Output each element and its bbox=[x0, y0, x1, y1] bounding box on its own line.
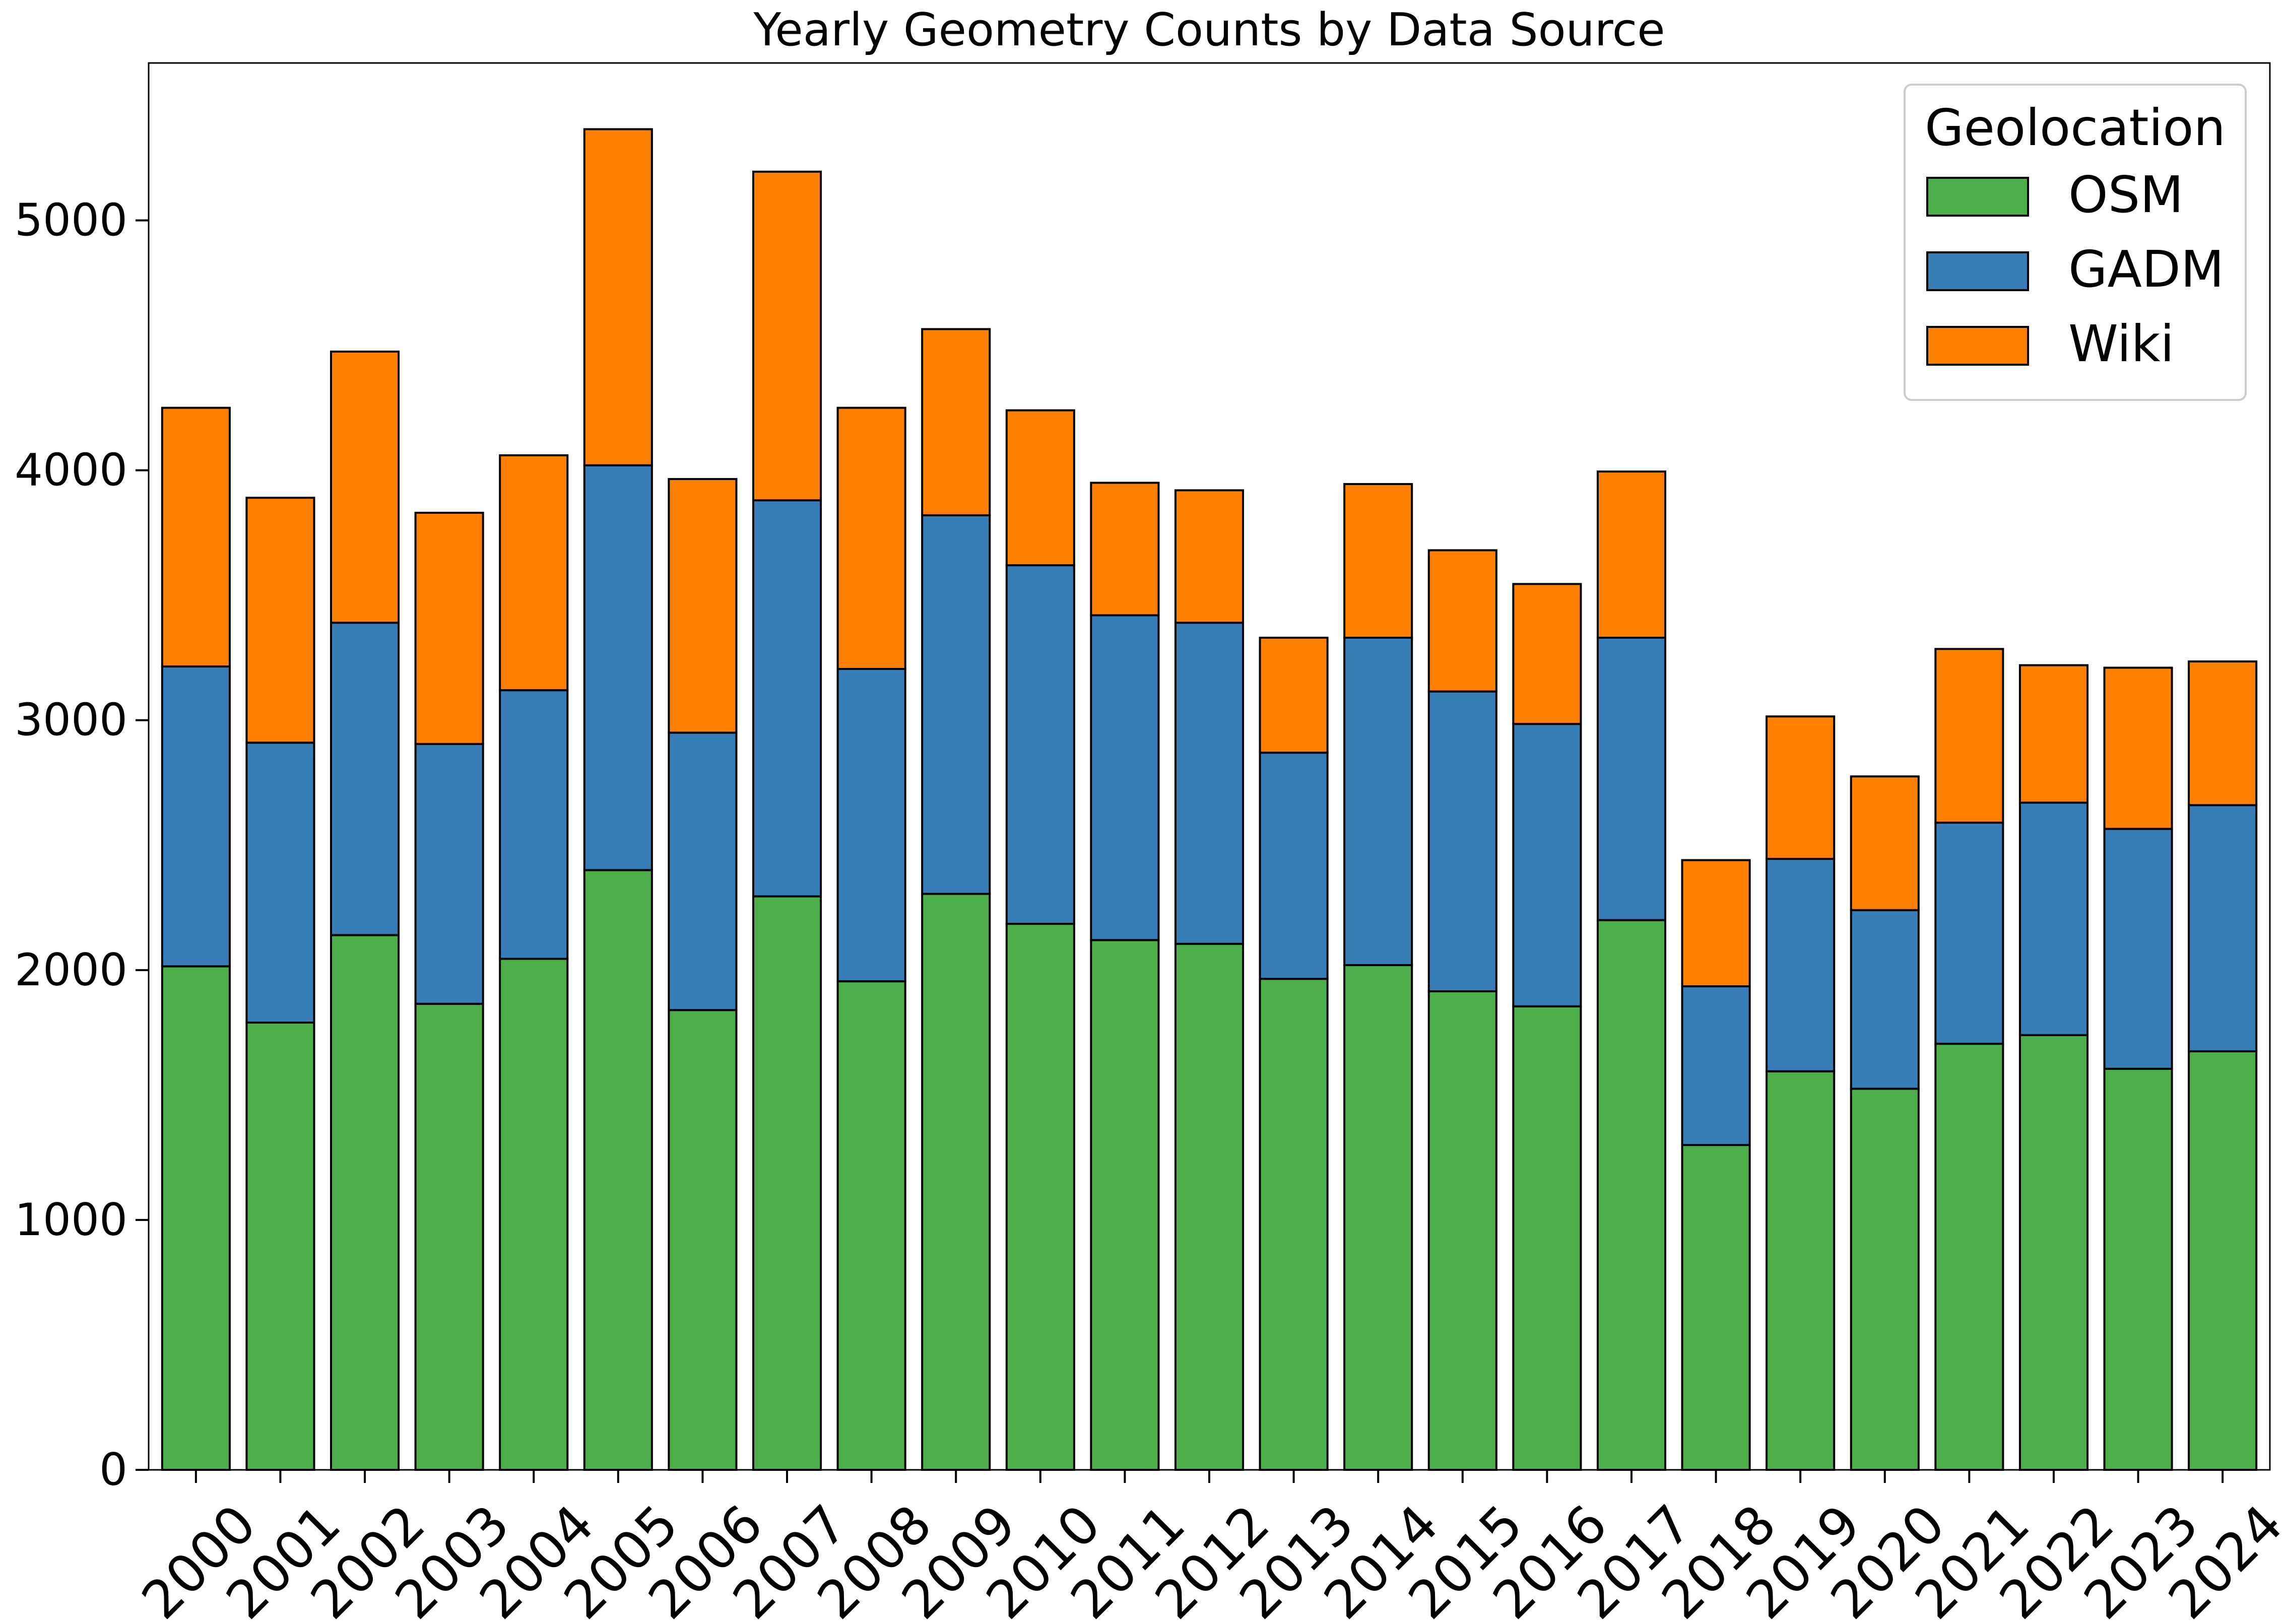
bar-osm-2004 bbox=[499, 958, 569, 1471]
y-tick-label: 0 bbox=[99, 1444, 127, 1496]
bar-osm-2021 bbox=[1934, 1043, 2004, 1471]
bar-gadm-2022 bbox=[2018, 801, 2088, 1036]
plot-frame bbox=[148, 62, 2271, 1471]
bar-wiki-2001 bbox=[245, 497, 315, 744]
bar-wiki-2017 bbox=[1596, 470, 1667, 639]
bar-wiki-2011 bbox=[1090, 482, 1160, 617]
bar-osm-2008 bbox=[836, 980, 906, 1471]
bar-gadm-2011 bbox=[1090, 614, 1160, 941]
bar-osm-2024 bbox=[2188, 1050, 2258, 1471]
bar-osm-2023 bbox=[2103, 1067, 2173, 1471]
bar-osm-2005 bbox=[583, 869, 653, 1471]
bar-osm-2015 bbox=[1427, 990, 1497, 1471]
legend-swatch-wiki bbox=[1926, 326, 2029, 366]
bar-gadm-2024 bbox=[2188, 804, 2258, 1053]
bar-gadm-2012 bbox=[1174, 622, 1245, 945]
bar-gadm-2017 bbox=[1596, 637, 1667, 921]
bar-gadm-2005 bbox=[583, 464, 653, 871]
bar-gadm-2013 bbox=[1259, 752, 1329, 980]
bar-osm-2009 bbox=[921, 893, 991, 1471]
bar-wiki-2008 bbox=[836, 407, 906, 670]
bar-wiki-2015 bbox=[1427, 549, 1497, 693]
bar-osm-2000 bbox=[161, 965, 231, 1471]
bar-gadm-2019 bbox=[1766, 858, 1836, 1072]
bar-wiki-2012 bbox=[1174, 489, 1245, 624]
bar-wiki-2013 bbox=[1259, 637, 1329, 754]
y-tick-label: 3000 bbox=[15, 694, 127, 746]
bar-osm-2006 bbox=[668, 1009, 738, 1471]
bar-wiki-2002 bbox=[330, 350, 400, 624]
x-axis: 2000200120022003200420052006200720082009… bbox=[130, 1470, 2285, 1624]
bar-gadm-2014 bbox=[1343, 637, 1413, 966]
legend-label-wiki: Wiki bbox=[2068, 314, 2174, 373]
legend-label-osm: OSM bbox=[2068, 165, 2183, 224]
bar-osm-2002 bbox=[330, 934, 400, 1471]
bar-gadm-2009 bbox=[921, 514, 991, 895]
bar-gadm-2000 bbox=[161, 665, 231, 968]
bar-osm-2018 bbox=[1681, 1144, 1751, 1471]
bar-osm-2019 bbox=[1766, 1070, 1836, 1471]
bar-gadm-2008 bbox=[836, 668, 906, 983]
bar-osm-2014 bbox=[1343, 964, 1413, 1471]
bar-wiki-2010 bbox=[1005, 409, 1075, 567]
bar-osm-2007 bbox=[752, 895, 822, 1471]
legend-box bbox=[1904, 84, 2247, 401]
bar-wiki-2022 bbox=[2018, 664, 2088, 804]
bar-gadm-2015 bbox=[1427, 690, 1497, 992]
bar-gadm-2010 bbox=[1005, 564, 1075, 925]
bar-osm-2022 bbox=[2018, 1034, 2088, 1471]
bar-wiki-2006 bbox=[668, 478, 738, 734]
bar-wiki-2005 bbox=[583, 128, 653, 466]
bar-wiki-2007 bbox=[752, 170, 822, 502]
bar-gadm-2020 bbox=[1850, 909, 1920, 1090]
bar-osm-2011 bbox=[1090, 939, 1160, 1471]
y-tick-label: 2000 bbox=[15, 944, 127, 996]
bar-wiki-2009 bbox=[921, 328, 991, 516]
y-tick-label: 4000 bbox=[15, 444, 127, 496]
bar-osm-2017 bbox=[1596, 919, 1667, 1471]
y-tick-label: 1000 bbox=[15, 1194, 127, 1246]
bar-wiki-2016 bbox=[1512, 583, 1582, 725]
bar-gadm-2004 bbox=[499, 689, 569, 960]
bar-gadm-2006 bbox=[668, 731, 738, 1011]
bar-wiki-2024 bbox=[2188, 660, 2258, 806]
bar-gadm-2016 bbox=[1512, 723, 1582, 1007]
legend-label-gadm: GADM bbox=[2068, 240, 2224, 299]
bar-osm-2020 bbox=[1850, 1088, 1920, 1471]
y-tick-label: 5000 bbox=[15, 194, 127, 246]
legend-swatch-osm bbox=[1926, 177, 2029, 217]
bar-osm-2013 bbox=[1259, 978, 1329, 1471]
bar-gadm-2001 bbox=[245, 741, 315, 1024]
legend-swatch-gadm bbox=[1926, 251, 2029, 291]
bar-osm-2012 bbox=[1174, 942, 1245, 1471]
bar-wiki-2000 bbox=[161, 407, 231, 668]
bar-wiki-2018 bbox=[1681, 859, 1751, 988]
bar-osm-2016 bbox=[1512, 1005, 1582, 1471]
bars bbox=[161, 128, 2258, 1471]
bar-gadm-2023 bbox=[2103, 828, 2173, 1070]
chart-title: Yearly Geometry Counts by Data Source bbox=[753, 4, 1665, 56]
bar-wiki-2023 bbox=[2103, 666, 2173, 830]
bar-gadm-2003 bbox=[414, 742, 484, 1005]
bar-wiki-2020 bbox=[1850, 775, 1920, 911]
bar-osm-2003 bbox=[414, 1002, 484, 1471]
bar-osm-2010 bbox=[1005, 923, 1075, 1471]
bar-wiki-2003 bbox=[414, 511, 484, 745]
legend: Geolocation OSM GADM Wiki bbox=[1904, 84, 2247, 401]
bar-gadm-2002 bbox=[330, 622, 400, 936]
bar-wiki-2021 bbox=[1934, 648, 2004, 824]
bar-osm-2001 bbox=[245, 1021, 315, 1471]
bar-wiki-2004 bbox=[499, 454, 569, 692]
bar-gadm-2007 bbox=[752, 499, 822, 898]
bar-wiki-2014 bbox=[1343, 483, 1413, 639]
bar-gadm-2021 bbox=[1934, 822, 2004, 1045]
bar-gadm-2018 bbox=[1681, 985, 1751, 1146]
bar-wiki-2019 bbox=[1766, 715, 1836, 860]
legend-title: Geolocation bbox=[1925, 98, 2226, 157]
y-axis: 0 1000 2000 3000 4000 5000 bbox=[15, 194, 149, 1496]
